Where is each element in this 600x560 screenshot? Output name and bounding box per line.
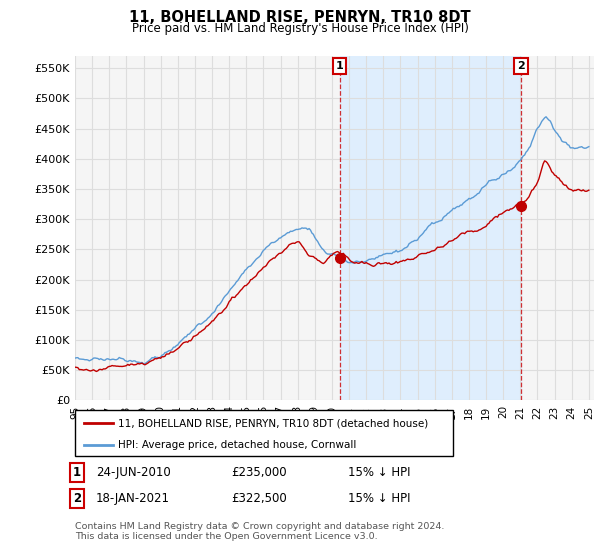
Text: 11, BOHELLAND RISE, PENRYN, TR10 8DT (detached house): 11, BOHELLAND RISE, PENRYN, TR10 8DT (de… [118, 418, 429, 428]
Text: 2: 2 [73, 492, 81, 505]
FancyBboxPatch shape [75, 410, 453, 456]
Text: HPI: Average price, detached house, Cornwall: HPI: Average price, detached house, Corn… [118, 440, 357, 450]
Text: £235,000: £235,000 [231, 466, 287, 479]
Text: 18-JAN-2021: 18-JAN-2021 [96, 492, 170, 505]
Text: 24-JUN-2010: 24-JUN-2010 [96, 466, 171, 479]
Text: 11, BOHELLAND RISE, PENRYN, TR10 8DT: 11, BOHELLAND RISE, PENRYN, TR10 8DT [129, 10, 471, 25]
Text: 1: 1 [73, 466, 81, 479]
Text: 15% ↓ HPI: 15% ↓ HPI [348, 466, 410, 479]
Text: Contains HM Land Registry data © Crown copyright and database right 2024.
This d: Contains HM Land Registry data © Crown c… [75, 522, 445, 542]
Text: 1: 1 [336, 61, 344, 71]
Text: Price paid vs. HM Land Registry's House Price Index (HPI): Price paid vs. HM Land Registry's House … [131, 22, 469, 35]
Bar [340, 56, 521, 400]
Text: £322,500: £322,500 [231, 492, 287, 505]
Text: 15% ↓ HPI: 15% ↓ HPI [348, 492, 410, 505]
Text: 2: 2 [517, 61, 525, 71]
